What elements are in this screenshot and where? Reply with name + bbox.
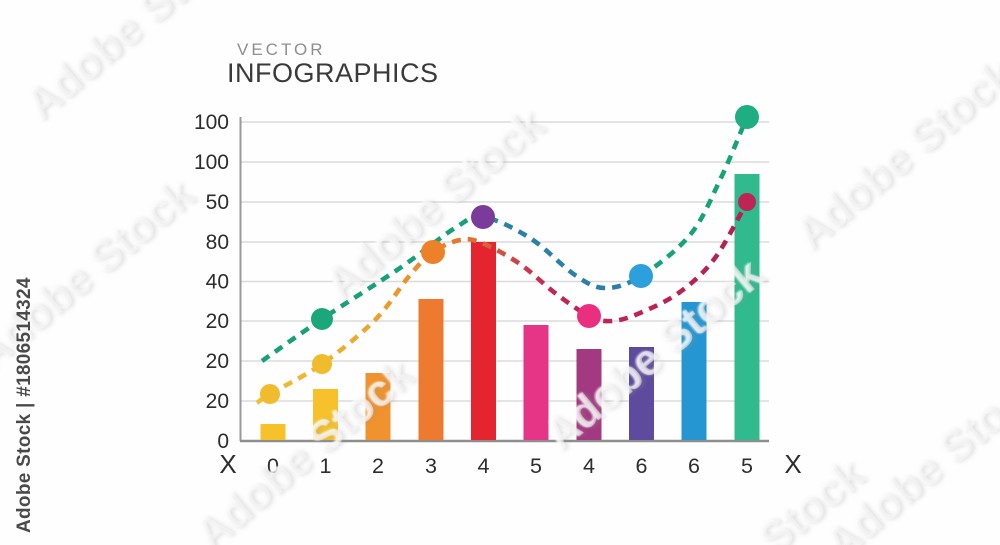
x-tick-label: 1 xyxy=(320,454,332,478)
bar xyxy=(313,389,338,440)
y-tick-label: 100 xyxy=(194,111,229,134)
x-tick-label: 6 xyxy=(688,454,700,478)
data-point-dot xyxy=(421,240,445,264)
data-point-dot xyxy=(629,264,653,288)
y-tick-label: 0 xyxy=(217,430,229,453)
x-tick-label: 3 xyxy=(425,454,437,478)
bar xyxy=(260,424,286,440)
x-tick-label: 2 xyxy=(372,454,384,478)
y-tick-label: 50 xyxy=(206,191,229,214)
x-tick-label: 4 xyxy=(583,454,595,478)
y-tick-label: 20 xyxy=(206,390,229,413)
y-tick-label: 20 xyxy=(206,350,229,373)
x-axis-end-label: X xyxy=(784,449,801,479)
data-point-dot xyxy=(311,308,333,330)
bar xyxy=(576,349,602,440)
x-tick-label: 4 xyxy=(478,454,490,478)
data-point-dot xyxy=(738,193,756,211)
data-point-dot xyxy=(312,354,332,374)
y-tick-label: 40 xyxy=(206,271,229,294)
bar xyxy=(418,299,444,440)
y-tick-label: 80 xyxy=(206,231,229,254)
bar xyxy=(471,242,496,440)
x-tick-label: 0 xyxy=(267,454,279,478)
data-point-dot xyxy=(735,105,759,129)
page-title: INFOGRAPHICS xyxy=(227,57,439,88)
bar xyxy=(629,347,654,440)
data-point-dot xyxy=(471,205,495,229)
bar xyxy=(681,302,707,440)
x-tick-label: 6 xyxy=(636,454,648,478)
title-eyebrow: VECTOR xyxy=(237,40,326,59)
lower-dashed-curve xyxy=(255,200,749,405)
bar xyxy=(523,325,549,440)
y-tick-label: 20 xyxy=(206,310,229,333)
upper-dashed-curve xyxy=(260,116,750,363)
title-block: VECTOR INFOGRAPHICS xyxy=(227,40,439,88)
y-tick-label: 100 xyxy=(194,151,229,174)
data-point-dot xyxy=(260,384,280,404)
x-axis-end-label: X xyxy=(219,449,236,479)
data-point-dot xyxy=(577,304,601,328)
bar xyxy=(365,373,391,440)
x-tick-label: 5 xyxy=(741,454,753,478)
x-tick-label: 5 xyxy=(530,454,542,478)
